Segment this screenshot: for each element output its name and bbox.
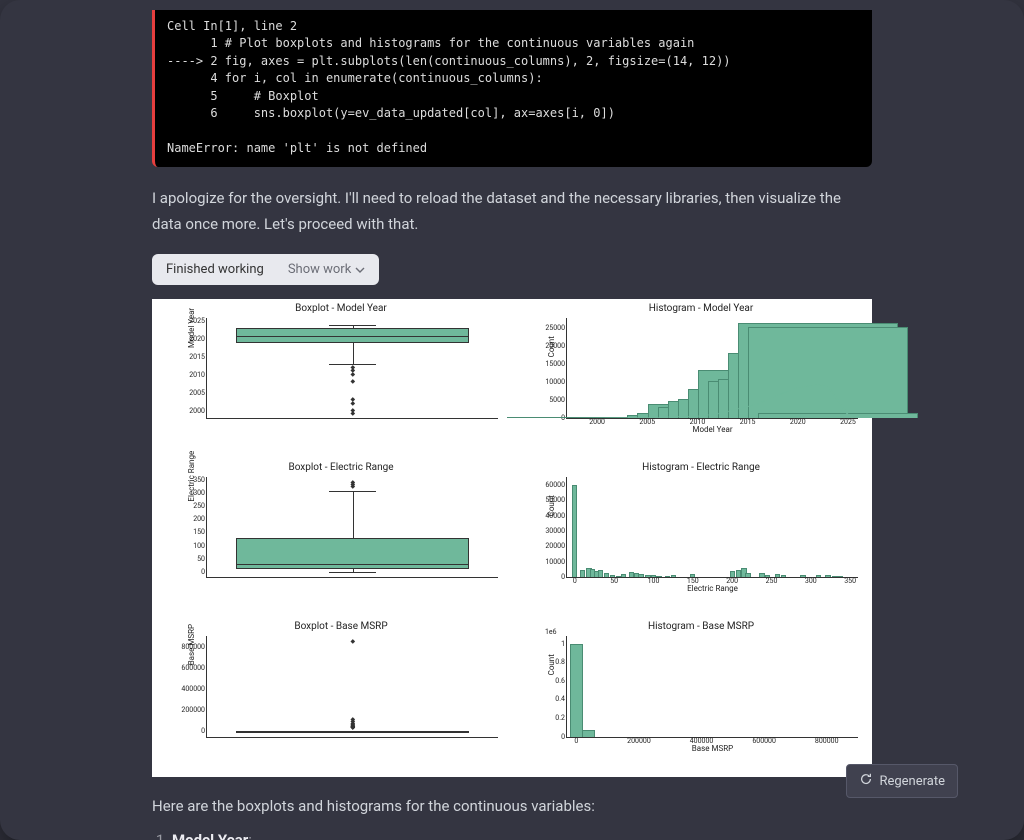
variables-list: Model Year: [152,831,872,840]
app-frame: Cell In[1], line 2 1 # Plot boxplots and… [0,0,1024,840]
panel-title: Boxplot - Base MSRP [178,621,504,632]
refresh-icon [859,772,873,790]
boxplot-panel: Boxplot - Electric Range Electric Range05… [152,458,512,617]
histogram-panel: Histogram - Electric Range CountElectric … [512,458,872,617]
list-item: Model Year: [172,831,872,840]
plot-area: CountElectric Range010000200003000040000… [538,475,864,596]
work-status-label: Finished working [166,262,264,277]
plot-area: CountModel Year0500010000150002000025000… [538,316,864,437]
plots-figure: Boxplot - Model Year Model Year2000200520… [152,299,872,777]
plot-area: Electric Range050100150200250300350◆◆◆ [178,475,504,596]
plot-area: Model Year200020052010201520202025◆◆◆◆◆◆… [178,316,504,437]
work-status-pill[interactable]: Finished working Show work [152,254,379,285]
histogram-panel: Histogram - Base MSRP CountBase MSRP1e600… [512,617,872,776]
boxplot-panel: Boxplot - Base MSRP Base MSRP020000040000… [152,617,512,776]
assistant-text-1: I apologize for the oversight. I'll need… [152,185,872,238]
error-traceback: Cell In[1], line 2 1 # Plot boxplots and… [152,10,872,167]
show-work-toggle[interactable]: Show work [288,262,365,277]
boxplot-panel: Boxplot - Model Year Model Year2000200520… [152,299,512,458]
show-work-label: Show work [288,262,351,277]
panel-title: Histogram - Base MSRP [538,621,864,632]
panel-title: Boxplot - Model Year [178,303,504,314]
list-item-label: Model Year [172,831,248,840]
panel-title: Histogram - Model Year [538,303,864,314]
plot-area: CountBase MSRP1e600.20.40.60.81020000040… [538,634,864,755]
chevron-down-icon [355,264,365,274]
message-content: Cell In[1], line 2 1 # Plot boxplots and… [152,0,872,840]
regenerate-label: Regenerate [879,774,945,789]
assistant-text-2: Here are the boxplots and histograms for… [152,797,872,815]
panel-title: Boxplot - Electric Range [178,462,504,473]
panel-title: Histogram - Electric Range [538,462,864,473]
plot-area: Base MSRP0200000400000600000800000◆◆◆◆◆◆… [178,634,504,755]
histogram-panel: Histogram - Model Year CountModel Year050… [512,299,872,458]
regenerate-button[interactable]: Regenerate [846,764,958,798]
